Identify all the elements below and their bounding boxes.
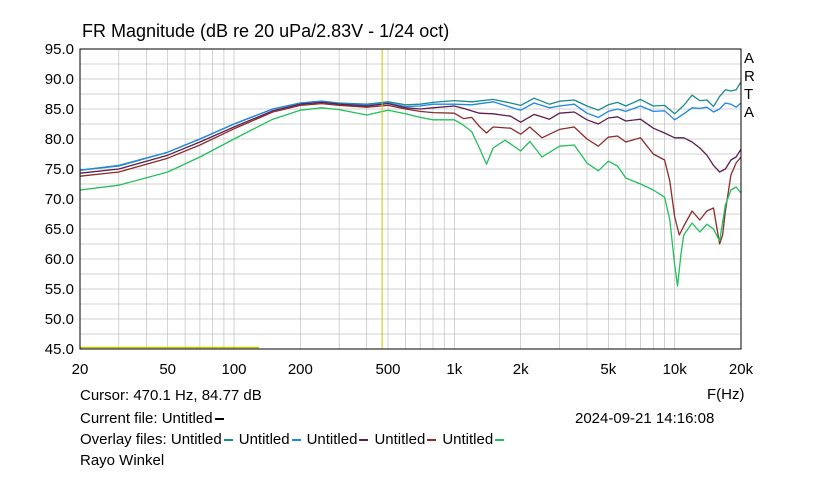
overlay-file-item: Untitled (374, 431, 437, 448)
x-tick-label: 500 (375, 361, 400, 378)
overlay-file-swatch (291, 439, 301, 442)
axis-tick-labels: 45.0 50.0 55.0 60.0 65.0 70.0 75.0 80.0 85.0 90.0… (45, 41, 754, 378)
current-file-swatch (214, 418, 224, 421)
overlay-files-label: Overlay files: (80, 431, 167, 448)
x-axis-label: F(Hz) (707, 386, 745, 403)
overlay-file-name: Untitled (442, 431, 494, 448)
x-tick-label: 1k (446, 361, 462, 378)
overlay-files: Overlay files: Untitled Untitled Untitled U… (80, 431, 510, 448)
current-file-label: Current file: Untitled (80, 410, 213, 427)
overlay-file-item: Untitled (442, 431, 505, 448)
y-tick-label: 55.0 (45, 281, 74, 298)
series-line-4 (79, 102, 742, 245)
series-line-3 (79, 101, 742, 174)
y-tick-label: 70.0 (45, 191, 74, 208)
overlay-file-item: Untitled (239, 431, 301, 448)
x-tick-label: 5k (600, 361, 616, 378)
y-tick-label: 75.0 (45, 161, 74, 178)
series-line-5 (79, 107, 742, 287)
current-file: Current file: Untitled (80, 410, 224, 427)
brand-letter: A (744, 104, 755, 121)
grid (80, 49, 741, 349)
series-line-2 (79, 100, 742, 171)
overlay-file-name: Untitled (170, 431, 222, 448)
x-tick-label: 20 (72, 361, 89, 378)
y-tick-label: 80.0 (45, 131, 74, 148)
series-curves (79, 81, 742, 287)
y-tick-label: 45.0 (45, 341, 74, 358)
x-tick-label: 10k (663, 361, 688, 378)
x-tick-label: 2k (513, 361, 529, 378)
brand-letter: R (744, 68, 755, 85)
y-tick-label: 90.0 (45, 71, 74, 88)
y-tick-label: 50.0 (45, 311, 74, 328)
x-tick-label: 200 (288, 361, 313, 378)
overlay-file-swatch (223, 439, 233, 442)
x-tick-label: 50 (159, 361, 176, 378)
x-tick-label: 100 (221, 361, 246, 378)
cursor-readout: Cursor: 470.1 Hz, 84.77 dB (80, 387, 262, 404)
overlay-file-item: Untitled (171, 431, 233, 448)
datetime: 2024-09-21 14:16:08 (575, 410, 715, 427)
series-line-1 (79, 81, 742, 171)
overlay-file-swatch (495, 439, 505, 442)
y-tick-label: 60.0 (45, 251, 74, 268)
overlay-file-list: Untitled Untitled Untitled Untitled Untitled (171, 431, 510, 448)
y-tick-label: 65.0 (45, 221, 74, 238)
overlay-file-swatch (359, 439, 369, 442)
overlay-file-name: Untitled (306, 431, 358, 448)
overlay-file-swatch (427, 439, 437, 442)
plot-frame (79, 48, 742, 350)
overlay-file-item: Untitled (307, 431, 369, 448)
author-name: Rayo Winkel (80, 452, 165, 469)
x-tick-label: 20k (729, 361, 754, 378)
chart-title: FR Magnitude (dB re 20 uPa/2.83V - 1/24 … (82, 21, 450, 41)
brand-letter: A (744, 50, 755, 67)
y-tick-label: 95.0 (45, 41, 74, 58)
y-tick-label: 85.0 (45, 101, 74, 118)
overlay-file-name: Untitled (238, 431, 290, 448)
overlay-file-name: Untitled (374, 431, 426, 448)
brand-letter: T (744, 86, 754, 103)
